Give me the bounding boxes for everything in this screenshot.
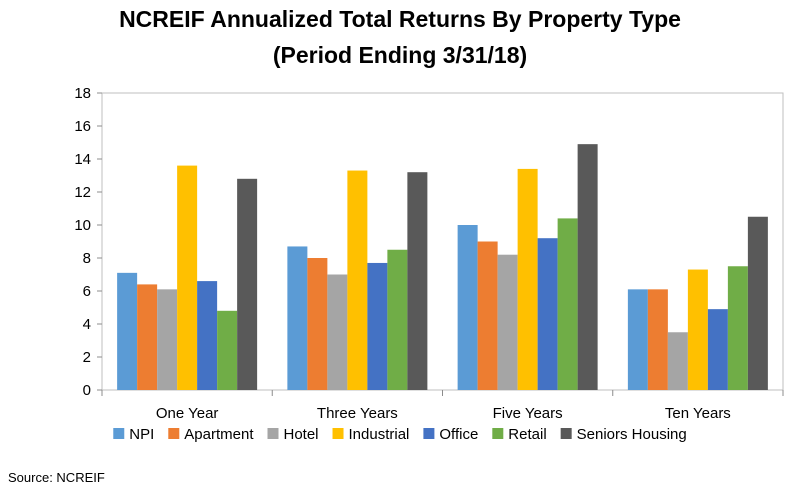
bar — [387, 249, 408, 390]
legend-label: Hotel — [283, 426, 318, 443]
y-tick-label: 16 — [74, 118, 91, 135]
legend-label: NPI — [129, 426, 154, 443]
bar — [157, 289, 178, 390]
y-tick-label: 14 — [74, 151, 91, 168]
legend-swatch — [560, 428, 572, 439]
legend-swatch — [113, 428, 125, 439]
x-tick-label: Five Years — [493, 405, 563, 422]
y-tick-label: 12 — [74, 184, 91, 201]
bar — [727, 266, 748, 390]
bar — [627, 289, 648, 390]
legend-swatch — [423, 428, 435, 439]
y-tick-label: 0 — [83, 382, 91, 399]
y-tick-label: 8 — [83, 250, 91, 267]
bar — [647, 289, 668, 390]
legend-label: Seniors Housing — [577, 426, 687, 443]
legend-label: Industrial — [349, 426, 410, 443]
bar — [217, 310, 238, 390]
bar — [517, 168, 538, 390]
bar — [137, 284, 158, 390]
bar — [537, 238, 558, 390]
x-tick-label: One Year — [156, 405, 219, 422]
legend-swatch — [168, 428, 180, 439]
legend-label: Apartment — [184, 426, 254, 443]
y-tick-label: 4 — [83, 316, 91, 333]
bar — [177, 165, 198, 390]
bar — [307, 258, 328, 390]
bar — [497, 254, 518, 390]
bar — [477, 241, 498, 390]
x-tick-label: Three Years — [317, 405, 398, 422]
bar — [327, 274, 348, 390]
legend-label: Retail — [508, 426, 546, 443]
bar — [367, 262, 388, 390]
legend-swatch — [267, 428, 279, 439]
bar — [237, 178, 258, 390]
bar — [557, 218, 578, 390]
bar — [287, 246, 308, 390]
legend-swatch — [492, 428, 504, 439]
bar — [347, 170, 368, 390]
bar — [457, 225, 478, 390]
bar — [707, 309, 728, 390]
bar — [117, 272, 138, 390]
bar — [687, 269, 708, 390]
bar — [197, 281, 218, 390]
y-tick-label: 18 — [74, 85, 91, 102]
y-tick-label: 6 — [83, 283, 91, 300]
bar — [667, 332, 688, 390]
chart-title: NCREIF Annualized Total Returns By Prope… — [119, 6, 681, 32]
bar — [577, 144, 598, 390]
legend-label: Office — [439, 426, 478, 443]
bar — [407, 172, 428, 390]
y-tick-label: 2 — [83, 349, 91, 366]
legend-swatch — [332, 428, 344, 439]
bar — [747, 216, 768, 390]
x-tick-label: Ten Years — [665, 405, 731, 422]
source-note: Source: NCREIF — [8, 470, 105, 485]
y-tick-label: 10 — [74, 217, 91, 234]
chart-subtitle: (Period Ending 3/31/18) — [272, 42, 528, 68]
